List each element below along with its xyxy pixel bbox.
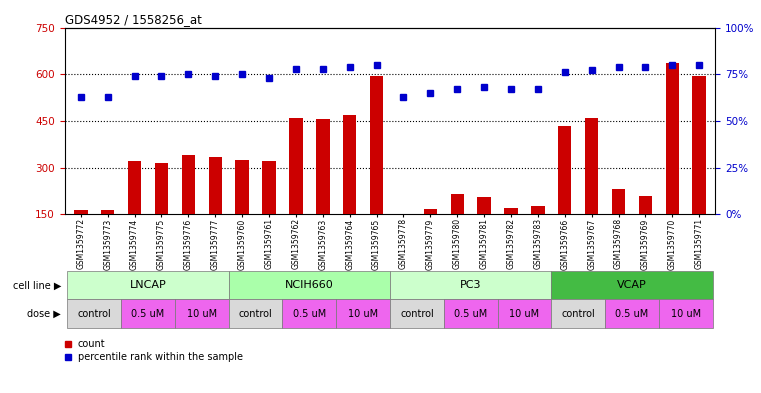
Bar	[605, 299, 659, 328]
Bar	[612, 189, 626, 214]
Bar	[444, 299, 498, 328]
Bar	[154, 163, 168, 214]
Text: 10 uM: 10 uM	[348, 309, 378, 319]
Text: VCAP: VCAP	[617, 280, 647, 290]
Text: count: count	[78, 339, 105, 349]
Bar	[101, 210, 114, 214]
Text: control: control	[562, 309, 595, 319]
Bar	[263, 161, 275, 214]
Bar	[182, 155, 195, 214]
Bar	[128, 161, 142, 214]
Text: PC3: PC3	[460, 280, 482, 290]
Bar	[505, 208, 517, 214]
Text: 0.5 uM: 0.5 uM	[132, 309, 164, 319]
Text: control: control	[78, 309, 111, 319]
Bar	[336, 299, 390, 328]
Text: 10 uM: 10 uM	[670, 309, 701, 319]
Bar	[229, 299, 282, 328]
Bar	[68, 299, 121, 328]
Text: 10 uM: 10 uM	[186, 309, 217, 319]
Bar	[551, 271, 712, 299]
Bar	[316, 119, 330, 214]
Bar	[451, 194, 464, 214]
Bar	[121, 299, 175, 328]
Bar	[498, 299, 551, 328]
Text: control: control	[400, 309, 434, 319]
Text: 0.5 uM: 0.5 uM	[293, 309, 326, 319]
Text: dose ▶: dose ▶	[27, 309, 61, 319]
Bar	[390, 271, 551, 299]
Bar	[531, 206, 545, 214]
Bar	[659, 299, 712, 328]
Text: LNCAP: LNCAP	[129, 280, 167, 290]
Bar	[693, 76, 706, 214]
Bar	[396, 213, 410, 214]
Text: 0.5 uM: 0.5 uM	[616, 309, 648, 319]
Bar	[477, 197, 491, 214]
Text: GDS4952 / 1558256_at: GDS4952 / 1558256_at	[65, 13, 202, 26]
Text: percentile rank within the sample: percentile rank within the sample	[78, 352, 243, 362]
Text: cell line ▶: cell line ▶	[12, 280, 61, 290]
Bar	[235, 160, 249, 214]
Bar	[370, 76, 384, 214]
Bar	[638, 195, 652, 214]
Text: 10 uM: 10 uM	[509, 309, 540, 319]
Bar	[289, 118, 303, 214]
Bar	[558, 125, 572, 214]
Bar	[585, 118, 598, 214]
Bar	[666, 63, 679, 214]
Bar	[390, 299, 444, 328]
Bar	[282, 299, 336, 328]
Bar	[424, 209, 437, 214]
Bar	[343, 115, 356, 214]
Bar	[209, 157, 222, 214]
Text: control: control	[239, 309, 272, 319]
Bar	[551, 299, 605, 328]
Text: 0.5 uM: 0.5 uM	[454, 309, 487, 319]
Bar	[74, 209, 88, 214]
Bar	[175, 299, 229, 328]
Bar	[229, 271, 390, 299]
Bar	[68, 271, 229, 299]
Text: NCIH660: NCIH660	[285, 280, 334, 290]
